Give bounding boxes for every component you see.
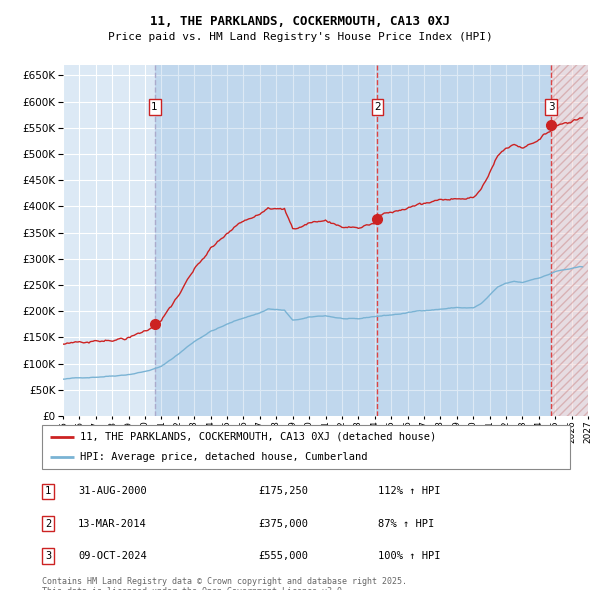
Text: 100% ↑ HPI: 100% ↑ HPI (378, 551, 440, 561)
Text: 13-MAR-2014: 13-MAR-2014 (78, 519, 147, 529)
Text: HPI: Average price, detached house, Cumberland: HPI: Average price, detached house, Cumb… (80, 452, 368, 462)
Bar (155, 65, 551, 416)
Text: 1: 1 (45, 486, 51, 496)
Text: £175,250: £175,250 (258, 486, 308, 496)
Text: Contains HM Land Registry data © Crown copyright and database right 2025.
This d: Contains HM Land Registry data © Crown c… (42, 577, 407, 590)
Bar (551, 65, 588, 416)
Text: 1: 1 (151, 102, 158, 112)
Text: 31-AUG-2000: 31-AUG-2000 (78, 486, 147, 496)
Text: Price paid vs. HM Land Registry's House Price Index (HPI): Price paid vs. HM Land Registry's House … (107, 32, 493, 42)
Text: 3: 3 (45, 551, 51, 561)
Bar (551, 65, 588, 416)
Text: £555,000: £555,000 (258, 551, 308, 561)
Text: £375,000: £375,000 (258, 519, 308, 529)
Text: 112% ↑ HPI: 112% ↑ HPI (378, 486, 440, 496)
Text: 11, THE PARKLANDS, COCKERMOUTH, CA13 0XJ: 11, THE PARKLANDS, COCKERMOUTH, CA13 0XJ (150, 15, 450, 28)
Text: 2: 2 (45, 519, 51, 529)
Text: 3: 3 (548, 102, 554, 112)
Text: 09-OCT-2024: 09-OCT-2024 (78, 551, 147, 561)
Text: 2: 2 (374, 102, 381, 112)
FancyBboxPatch shape (42, 425, 570, 469)
Text: 11, THE PARKLANDS, COCKERMOUTH, CA13 0XJ (detached house): 11, THE PARKLANDS, COCKERMOUTH, CA13 0XJ… (80, 432, 436, 442)
Text: 87% ↑ HPI: 87% ↑ HPI (378, 519, 434, 529)
